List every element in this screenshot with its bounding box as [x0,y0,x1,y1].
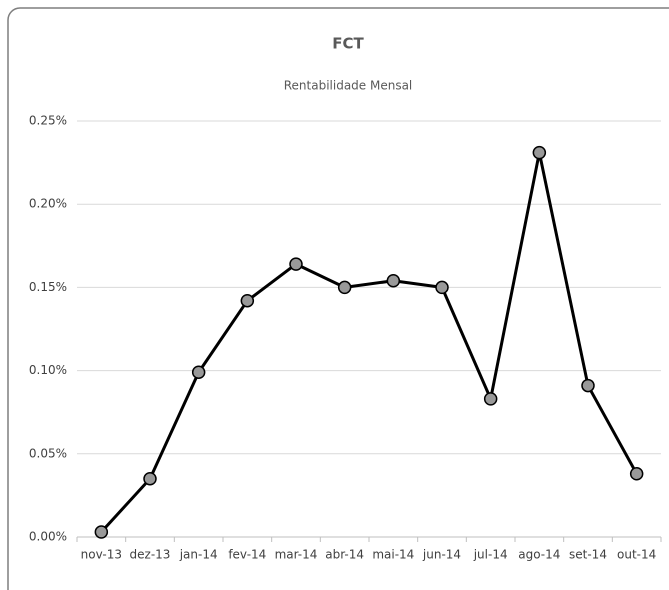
x-tick-label: jan-14 [179,548,218,562]
y-tick-label: 0.15% [29,280,67,294]
y-tick-label: 0.25% [29,114,67,128]
data-point [386,273,401,288]
x-tick-label: mar-14 [275,548,318,562]
data-point [289,257,303,271]
x-tick-label: jul-14 [473,548,508,562]
x-tick-label: abr-14 [325,548,364,562]
x-tick-label: out-14 [617,548,656,562]
y-tick-label: 0.10% [29,363,67,377]
y-tick-label: 0.05% [29,446,67,460]
data-point [629,467,644,481]
chart-subtitle: Rentabilidade Mensal [284,79,413,93]
data-point [337,280,352,295]
x-tick-label: nov-13 [81,548,122,562]
x-tick-label: set-14 [569,548,607,562]
data-point [94,525,109,539]
x-tick-label: dez-13 [130,548,171,562]
chart-title: FCT [332,35,364,53]
data-point [191,365,206,380]
y-tick-label: 0.20% [29,197,67,211]
y-tick-label: 0.00% [29,530,67,544]
x-tick-label: ago-14 [518,548,560,562]
x-tick-label: jun-14 [422,548,461,562]
chart-frame [7,7,669,590]
data-point [532,145,547,160]
x-tick-label: fev-14 [228,548,266,562]
data-point [483,392,498,406]
x-tick-label: mai-14 [372,548,414,562]
data-point [435,280,449,295]
data-point [581,378,595,393]
data-point [240,293,255,308]
line-series [100,151,638,534]
data-point [143,472,157,486]
